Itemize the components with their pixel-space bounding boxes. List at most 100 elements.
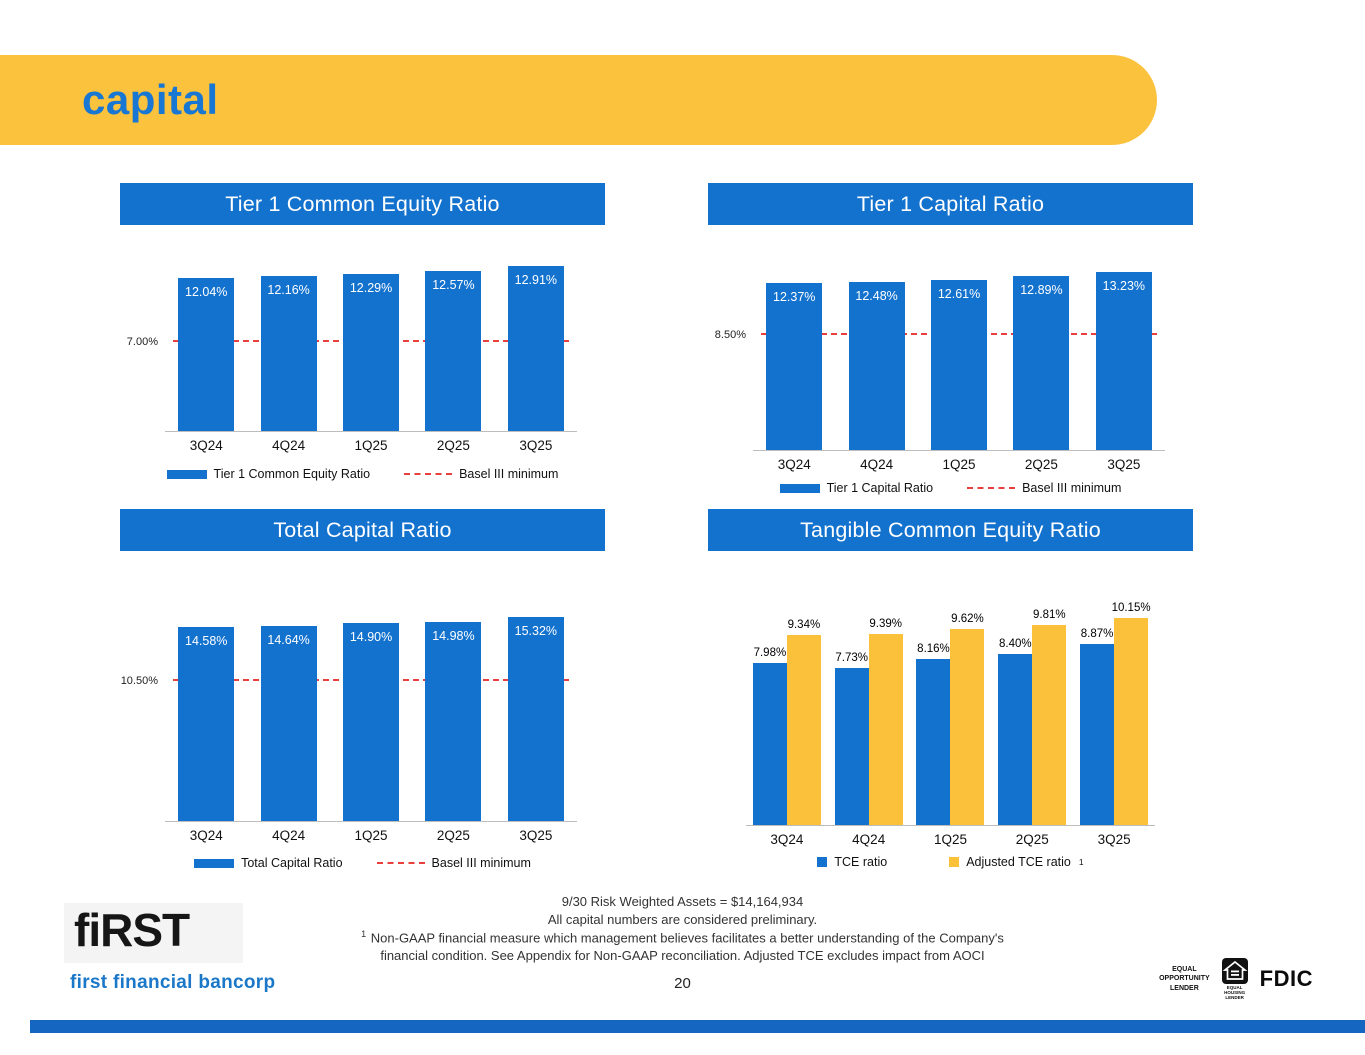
footnote-text: Non-GAAP financial measure which managem… [367, 930, 1004, 963]
bar-value-label: 14.98% [432, 628, 475, 643]
bar-slot: 7.98% [752, 601, 787, 825]
bar-slot: 12.48% [848, 241, 905, 450]
chart-panel-total-capital-ratio: Total Capital Ratio 10.50% 14.58% 14.64% 14… [120, 509, 605, 870]
legend-dash-swatch [404, 473, 453, 475]
page-title: capital [82, 76, 219, 123]
bar-group: 7.73% 9.39% [828, 601, 910, 825]
bar-value-label: 12.57% [432, 277, 475, 292]
bar-value-label: 7.73% [835, 651, 868, 664]
bar-row: 12.37% 12.48% 12.61% 12.89% 13.23% [753, 241, 1165, 450]
bar-value-label: 9.62% [951, 613, 984, 626]
x-axis-labels: 3Q24 4Q24 1Q25 2Q25 3Q25 [753, 451, 1165, 472]
bar: 15.32% [507, 617, 564, 821]
bar: 8.87% [1080, 628, 1115, 825]
bar-slot: 12.37% [766, 241, 823, 450]
bar-slot: 10.15% [1112, 601, 1151, 825]
bar-group: 8.16% 9.62% [910, 601, 992, 825]
bar: 9.39% [868, 618, 903, 825]
chart-plot: 8.50% 12.37% 12.48% 12.61% 12.89% 13.23% [715, 241, 1165, 451]
bar: 12.91% [507, 266, 564, 431]
bar-value-label: 15.32% [514, 624, 558, 639]
bar-value-label: 14.90% [349, 629, 393, 644]
bar-slot: 14.58% [178, 607, 235, 821]
bar: 10.15% [1112, 602, 1151, 825]
bar: 14.90% [343, 622, 400, 821]
bar: 12.89% [1013, 276, 1070, 450]
chart-title: Tier 1 Common Equity Ratio [120, 183, 605, 225]
legend-label: TCE ratio [834, 855, 888, 869]
bar-group: 8.87% 10.15% [1073, 601, 1155, 825]
bottom-accent-bar [30, 1020, 1365, 1033]
chart-legend: Total Capital Ratio Basel III minimum [120, 856, 605, 870]
chart-legend: TCE ratio Adjusted TCE ratio 1 [708, 855, 1193, 869]
footer-badges: EQUAL OPPORTUNITY LENDER EQUAL HOUSING L… [1159, 958, 1313, 1000]
bar-value-label: 10.15% [1111, 602, 1151, 615]
x-axis-label: 4Q24 [272, 828, 306, 843]
bar-group: 13.23% [1083, 241, 1165, 450]
bar: 12.37% [766, 283, 823, 450]
equal-housing-icon [1221, 958, 1248, 984]
chart-panel-tangible-common-equity-ratio: Tangible Common Equity Ratio 7.98% 9.34% 7… [708, 509, 1193, 869]
bar-slot: 9.62% [950, 601, 985, 825]
badge-text: OPPORTUNITY [1159, 975, 1210, 983]
bar-slot: 9.34% [786, 601, 821, 825]
x-axis-label: 1Q25 [354, 438, 388, 453]
reference-line-value-label: 7.00% [126, 335, 158, 348]
bar-row: 7.98% 9.34% 7.73% 9.39% 8.16% 9.62% 8.40% 9.81%… [746, 601, 1155, 825]
x-axis-label: 1Q25 [933, 832, 967, 847]
bar-value-label: 12.16% [267, 282, 310, 297]
bar-value-label: 14.64% [267, 633, 310, 648]
x-axis-labels: 3Q24 4Q24 1Q25 2Q25 3Q25 [165, 432, 577, 453]
bar: 14.58% [178, 627, 235, 821]
chart-legend: Tier 1 Capital Ratio Basel III minimum [708, 481, 1193, 495]
legend-label: Adjusted TCE ratio [966, 855, 1071, 869]
bar-group: 14.58% [165, 607, 247, 821]
footnote-non-gaap: 1 Non-GAAP financial measure which manag… [338, 928, 1028, 964]
bar-group: 12.48% [835, 241, 917, 450]
x-axis-label: 3Q24 [770, 832, 804, 847]
bar-group: 12.61% [918, 241, 1000, 450]
legend-swatch [166, 469, 207, 479]
legend-swatch [779, 483, 820, 493]
bar-group: 14.64% [247, 607, 329, 821]
logo-subtitle: first financial bancorp [70, 972, 276, 993]
x-axis-label: 3Q25 [519, 828, 553, 843]
x-axis-label: 2Q25 [1015, 832, 1049, 847]
bar-slot: 9.39% [868, 601, 903, 825]
x-axis-label: 4Q24 [860, 457, 894, 472]
bar-group: 12.91% [495, 227, 577, 431]
legend-item: Basel III minimum [967, 481, 1121, 495]
bar-group: 14.90% [330, 607, 412, 821]
bar: 12.57% [425, 270, 482, 431]
bar-slot: 12.16% [260, 227, 317, 431]
bar: 8.16% [916, 643, 951, 825]
bar: 7.98% [752, 647, 787, 825]
legend-superscript: 1 [1078, 857, 1084, 867]
bar-value-label: 12.29% [349, 281, 393, 296]
legend-swatch [949, 857, 960, 867]
bar-value-label: 12.91% [514, 273, 558, 288]
x-axis-label: 3Q25 [1107, 457, 1141, 472]
chart-title-text: Tangible Common Equity Ratio [800, 517, 1101, 542]
legend-swatch [817, 857, 828, 867]
footnote-preliminary: All capital numbers are considered preli… [0, 911, 1365, 929]
x-axis-label: 2Q25 [436, 438, 470, 453]
bar-group: 12.89% [1000, 241, 1082, 450]
bar-slot: 8.40% [998, 601, 1033, 825]
bar: 9.81% [1032, 609, 1067, 825]
bar-slot: 9.81% [1032, 601, 1067, 825]
bar-row: 14.58% 14.64% 14.90% 14.98% 15.32% [165, 607, 577, 821]
bar-value-label: 9.81% [1032, 609, 1066, 622]
legend-item: Total Capital Ratio [194, 856, 343, 870]
bar: 9.34% [786, 619, 821, 825]
badge-text: EQUAL [1172, 965, 1197, 973]
x-axis-label: 4Q24 [852, 832, 886, 847]
charts-grid: Tier 1 Common Equity Ratio 7.00% 12.04% 12… [120, 183, 1365, 870]
bar-group: 12.16% [247, 227, 329, 431]
bar-slot: 12.29% [343, 227, 400, 431]
x-axis-label: 1Q25 [354, 828, 388, 843]
bar: 12.61% [931, 279, 988, 450]
bar-group: 15.32% [495, 607, 577, 821]
chart-panel-tier1-common-equity-ratio: Tier 1 Common Equity Ratio 7.00% 12.04% 12… [120, 183, 605, 481]
